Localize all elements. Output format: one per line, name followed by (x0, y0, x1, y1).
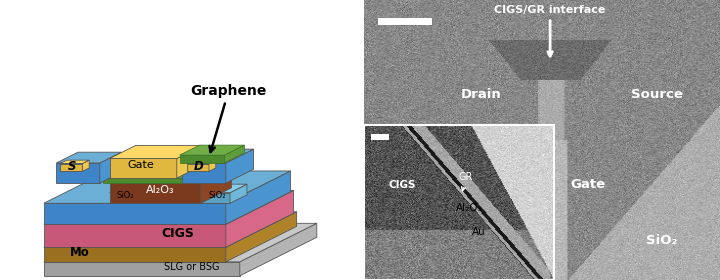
Polygon shape (102, 178, 209, 183)
Polygon shape (44, 203, 226, 224)
Polygon shape (44, 247, 226, 262)
Polygon shape (209, 160, 216, 171)
Text: GR: GR (459, 172, 473, 191)
Text: SiO₂: SiO₂ (116, 192, 134, 200)
Polygon shape (225, 145, 244, 163)
Polygon shape (182, 149, 253, 163)
Polygon shape (102, 158, 249, 178)
Polygon shape (139, 184, 156, 203)
Polygon shape (109, 158, 177, 178)
Text: Graphene: Graphene (190, 84, 267, 152)
Text: CIGS: CIGS (389, 180, 416, 190)
Polygon shape (109, 145, 203, 158)
Bar (364, 125, 554, 280)
Polygon shape (201, 168, 231, 203)
Polygon shape (226, 149, 253, 183)
Polygon shape (56, 163, 100, 183)
Text: Source: Source (631, 88, 683, 102)
Polygon shape (44, 223, 317, 262)
Polygon shape (226, 171, 290, 224)
Text: Mo: Mo (71, 246, 90, 259)
Polygon shape (226, 190, 294, 247)
Polygon shape (83, 160, 89, 171)
Text: Drain: Drain (460, 88, 501, 102)
Polygon shape (100, 152, 122, 183)
Polygon shape (179, 155, 225, 163)
Polygon shape (44, 224, 226, 247)
Text: SiO₂: SiO₂ (646, 234, 677, 246)
Bar (372, 134, 389, 140)
Polygon shape (109, 168, 231, 183)
Polygon shape (44, 171, 290, 203)
Polygon shape (60, 160, 89, 164)
Polygon shape (201, 193, 230, 203)
Text: D: D (194, 160, 204, 172)
Polygon shape (44, 212, 297, 247)
Text: SiO₂: SiO₂ (208, 192, 225, 200)
Polygon shape (109, 184, 156, 193)
Text: SLG or BSG: SLG or BSG (164, 262, 220, 272)
Polygon shape (179, 145, 244, 155)
Polygon shape (177, 145, 203, 178)
Polygon shape (226, 212, 297, 262)
Polygon shape (60, 164, 83, 171)
Text: Gate: Gate (571, 179, 606, 192)
Polygon shape (209, 158, 249, 183)
Text: Al₂O₃: Al₂O₃ (145, 185, 174, 195)
Text: S: S (68, 160, 76, 172)
Text: Gate: Gate (127, 160, 154, 170)
Polygon shape (44, 190, 294, 224)
Polygon shape (44, 262, 240, 276)
Polygon shape (182, 163, 226, 183)
Text: Au: Au (472, 227, 486, 237)
Polygon shape (230, 184, 247, 203)
Polygon shape (56, 152, 122, 163)
Bar (378, 18, 432, 25)
Text: CIGS/GR interface: CIGS/GR interface (495, 5, 606, 56)
Polygon shape (186, 160, 216, 164)
Polygon shape (201, 184, 247, 193)
Polygon shape (240, 223, 317, 276)
Text: CIGS: CIGS (162, 227, 194, 240)
Polygon shape (186, 164, 209, 171)
Text: Al₂O₃: Al₂O₃ (456, 203, 482, 213)
Polygon shape (109, 183, 201, 203)
Polygon shape (109, 193, 139, 203)
